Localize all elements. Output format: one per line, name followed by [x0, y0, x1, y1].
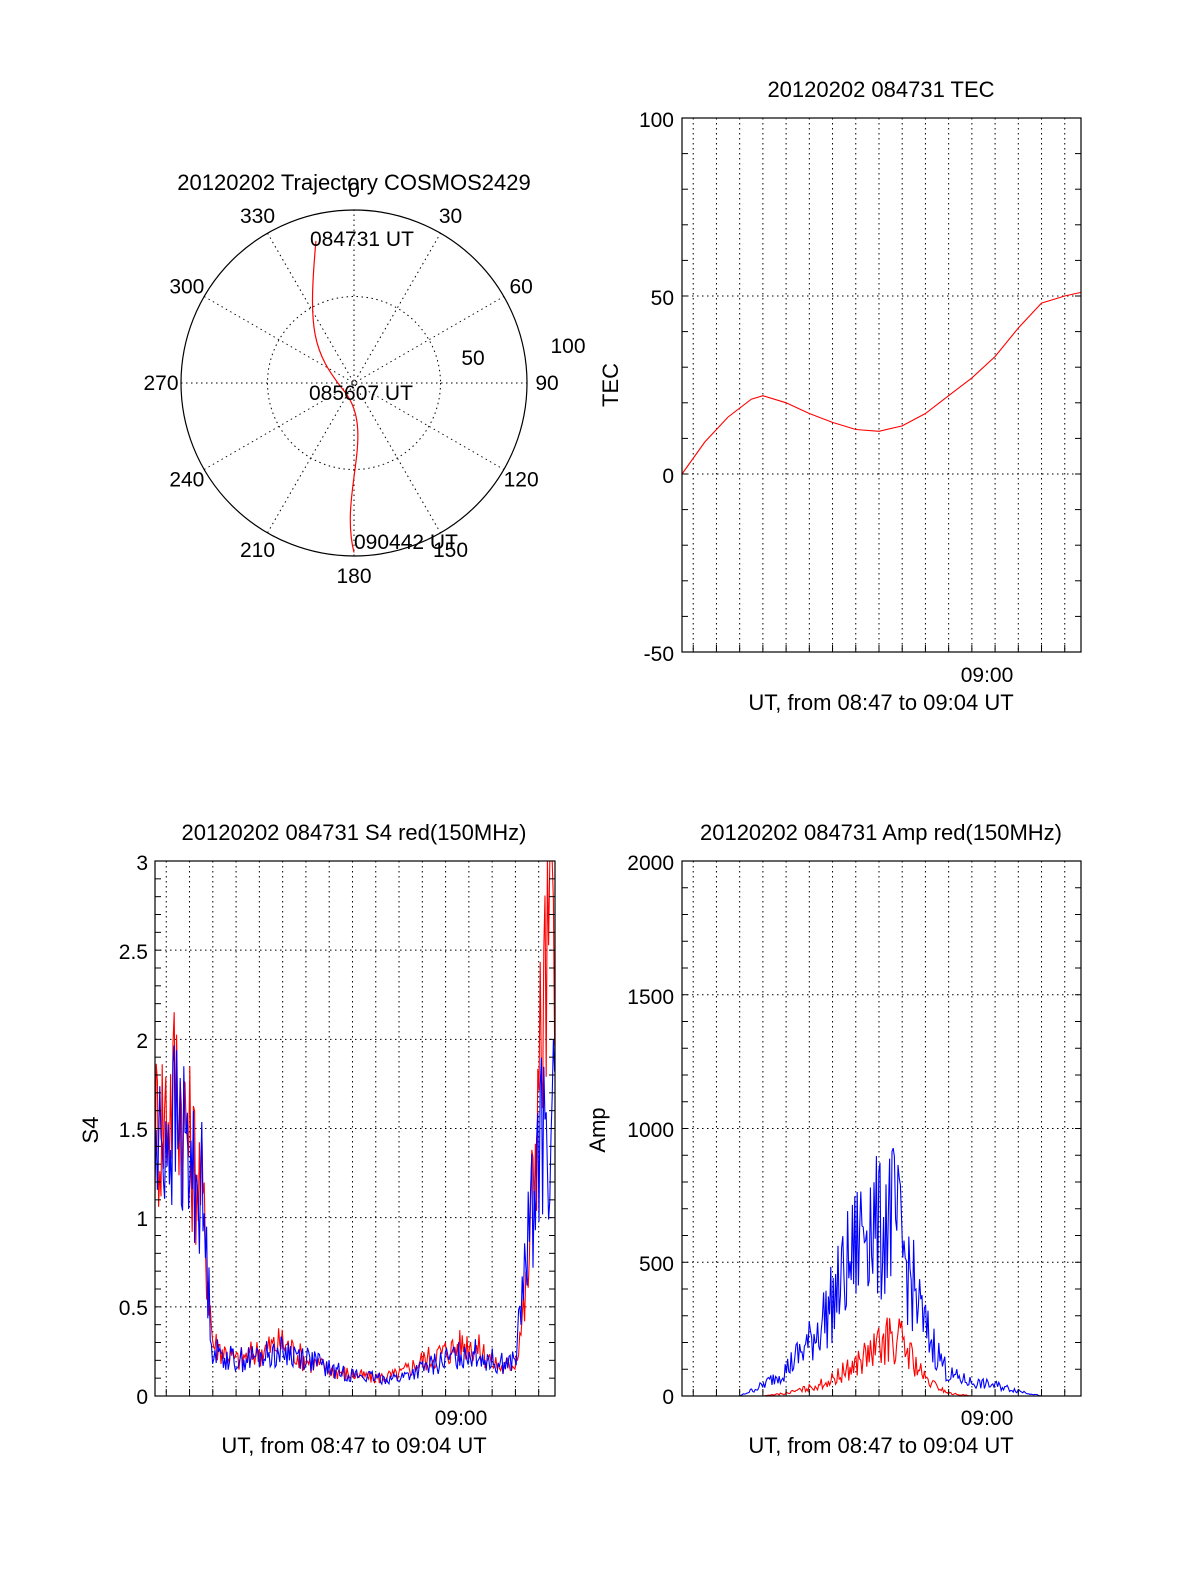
s4-ytick-1.5: 1.5	[119, 1119, 148, 1142]
data-series-line	[682, 1317, 1081, 1397]
tec-ytick-minus50: -50	[644, 643, 674, 666]
polar-ring-label-50: 50	[461, 347, 484, 370]
s4-ytick-2: 2	[136, 1030, 148, 1053]
polar-azimuth-label: 210	[240, 539, 275, 562]
polar-azimuth-label: 30	[439, 205, 462, 228]
polar-ring-label-100: 100	[550, 335, 585, 358]
data-series-line	[682, 1147, 1081, 1397]
amp-panel: 20120202 084731 Amp red(150MHz) 2000 150…	[585, 820, 1082, 1458]
amp-xlabel: UT, from 08:47 to 09:04 UT	[748, 1433, 1013, 1458]
tec-xtick-0900: 09:00	[961, 664, 1014, 687]
amp-ytick-500: 500	[639, 1253, 674, 1276]
s4-grid	[155, 861, 555, 1396]
tec-panel: 20120202 084731 TEC 100 50 0 -50 09:00 U…	[598, 77, 1082, 715]
tec-ticks	[682, 117, 1081, 653]
tec-grid	[682, 118, 1081, 652]
polar-trajectory	[311, 240, 359, 553]
polar-azimuth-label: 0	[348, 179, 360, 202]
amp-ytick-0: 0	[662, 1386, 674, 1409]
data-series-line	[154, 860, 556, 1384]
tec-plot-frame	[681, 117, 1082, 653]
amp-ytick-2000: 2000	[627, 852, 674, 875]
polar-azimuth-label: 90	[535, 372, 558, 395]
s4-ytick-3: 3	[136, 852, 148, 875]
amp-ticks	[682, 860, 1081, 1397]
polar-azimuth-label: 300	[169, 276, 204, 299]
amp-grid	[682, 861, 1081, 1396]
tec-xlabel: UT, from 08:47 to 09:04 UT	[748, 690, 1013, 715]
s4-ytick-0: 0	[136, 1386, 148, 1409]
amp-ylabel: Amp	[585, 1107, 610, 1152]
s4-series	[154, 860, 556, 1386]
tec-ytick-50: 50	[651, 287, 674, 310]
polar-point-label-start: 084731 UT	[310, 228, 414, 251]
amp-ytick-1000: 1000	[627, 1119, 674, 1142]
s4-ticks	[155, 860, 555, 1397]
polar-point-label-end: 090442 UT	[354, 531, 458, 554]
amp-title: 20120202 084731 Amp red(150MHz)	[700, 820, 1062, 845]
s4-panel: 20120202 084731 S4 red(150MHz) 3 2.5 2 1…	[78, 820, 556, 1458]
polar-azimuth-label: 180	[336, 565, 371, 588]
s4-xlabel: UT, from 08:47 to 09:04 UT	[221, 1433, 486, 1458]
amp-plot-frame	[681, 860, 1082, 1397]
polar-azimuth-label: 120	[504, 469, 539, 492]
data-series-line	[154, 1039, 556, 1386]
s4-ytick-1: 1	[136, 1208, 148, 1231]
amp-series	[682, 1147, 1081, 1397]
tec-title: 20120202 084731 TEC	[767, 77, 994, 102]
tec-ytick-0: 0	[662, 465, 674, 488]
s4-ylabel: S4	[78, 1117, 103, 1144]
s4-xtick-0900: 09:00	[435, 1407, 488, 1430]
s4-ytick-2.5: 2.5	[119, 941, 148, 964]
tec-series	[681, 291, 1082, 475]
polar-azimuth-label: 150	[433, 539, 468, 562]
polar-title: 20120202 Trajectory COSMOS2429	[177, 170, 530, 195]
polar-azimuth-label: 330	[240, 205, 275, 228]
amp-xtick-0900: 09:00	[961, 1407, 1014, 1430]
polar-point-label-mid: 085607 UT	[309, 382, 413, 405]
polar-azimuth-label: 60	[509, 276, 532, 299]
polar-panel: 20120202 Trajectory COSMOS2429 0 30 60 90 12…	[143, 170, 585, 588]
polar-azimuth-label: 240	[169, 469, 204, 492]
s4-title: 20120202 084731 S4 red(150MHz)	[182, 820, 527, 845]
polar-azimuth-label: 270	[143, 372, 178, 395]
s4-ytick-0.5: 0.5	[119, 1297, 148, 1320]
tec-ytick-100: 100	[639, 109, 674, 132]
tec-ylabel: TEC	[598, 363, 623, 407]
amp-ytick-1500: 1500	[627, 986, 674, 1009]
data-series-line	[681, 291, 1082, 475]
polar-azimuth-labels: 0 30 60 90 120 150 180 210 240 270 300 330	[143, 179, 558, 588]
